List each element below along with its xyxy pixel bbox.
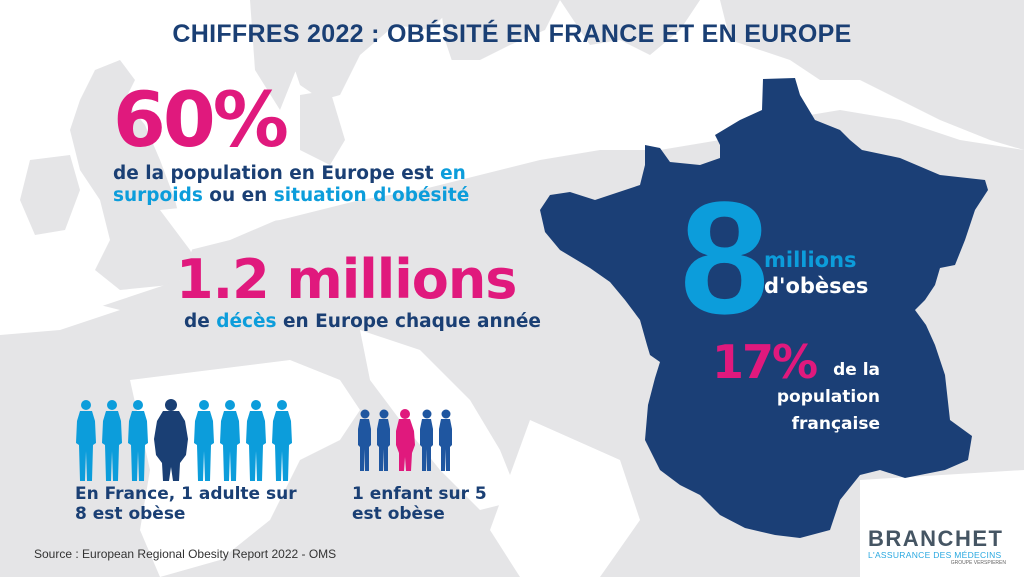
person-icon	[272, 400, 292, 481]
stat-deaths-description: de décès en Europe chaque année	[184, 311, 541, 332]
obese-child-icon	[396, 409, 415, 471]
pop-line3: française	[791, 414, 880, 434]
stat-8-millions-label: millions d'obèses	[764, 247, 868, 299]
deaths-text-a: de	[184, 311, 217, 332]
children-caption-line2: est obèse	[352, 504, 445, 524]
logo-tagline: L'ASSURANCE DES MÉDECINS	[868, 550, 1002, 560]
person-icon	[246, 400, 266, 481]
stat-17-percent: 17%	[712, 335, 818, 389]
logo-group: GROUPE VERSPIEREN	[950, 560, 1006, 566]
france-map	[540, 78, 988, 538]
pop-line2: population	[776, 387, 880, 407]
person-icon	[220, 400, 240, 481]
deaths-text-c: en Europe chaque année	[276, 311, 541, 332]
stat-17-description: de la population française	[755, 357, 880, 438]
deaths-text-b: décès	[216, 311, 277, 332]
adults-caption-line1: En France, 1 adulte sur	[75, 484, 297, 504]
stat-60-percent: 60%	[113, 75, 289, 164]
logo-brand: BRANCHET	[868, 526, 1004, 551]
stat-deaths-value: 1.2 millions	[176, 248, 517, 311]
obese-person-icon	[154, 399, 188, 481]
source-citation: Source : European Regional Obesity Repor…	[34, 547, 337, 561]
person-icon	[102, 400, 122, 481]
person-icon	[128, 400, 148, 481]
branchet-logo: BRANCHET L'ASSURANCE DES MÉDECINS GROUPE…	[868, 526, 1018, 566]
child-icon	[420, 409, 433, 471]
obeses-label: d'obèses	[764, 274, 869, 298]
children-caption: 1 enfant sur 5 est obèse	[352, 484, 487, 524]
desc-line1-a: de la population en Europe est	[113, 163, 441, 184]
child-figures	[357, 409, 453, 473]
desc-situation: situation d'obésité	[273, 185, 470, 206]
millions-label: millions	[764, 248, 857, 272]
adults-caption: En France, 1 adulte sur 8 est obèse	[75, 484, 297, 524]
adult-figures	[75, 399, 293, 483]
stat-60-description: de la population en Europe est en surpoi…	[113, 163, 469, 207]
desc-ou-en: ou en	[202, 185, 274, 206]
children-caption-line1: 1 enfant sur 5	[352, 484, 487, 504]
child-icon	[358, 409, 371, 471]
pop-line1: de la	[833, 360, 880, 380]
desc-line1-b: en	[440, 163, 466, 184]
adults-caption-line2: 8 est obèse	[75, 504, 186, 524]
child-icon	[377, 409, 390, 471]
child-icon	[439, 409, 452, 471]
page-title: CHIFFRES 2022 : OBÉSITÉ EN FRANCE ET EN …	[172, 20, 852, 48]
stat-8-millions-number: 8	[680, 168, 769, 347]
person-icon	[194, 400, 214, 481]
person-icon	[76, 400, 96, 481]
desc-surpoids: surpoids	[113, 185, 203, 206]
